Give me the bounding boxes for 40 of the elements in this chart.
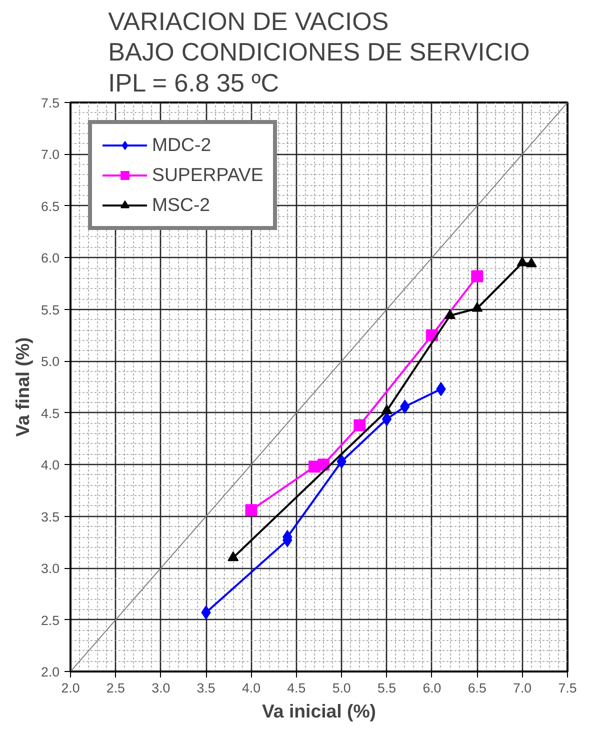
point: [354, 419, 366, 432]
x-axis-title: Va inicial (%): [262, 700, 376, 722]
y-tick-label: 7.0: [40, 147, 60, 162]
y-tick-label: 4.5: [40, 406, 60, 421]
x-tick-label: 6.0: [422, 680, 442, 696]
legend-label: MDC-2: [152, 134, 212, 156]
y-tick-label: 7.5: [40, 96, 60, 110]
legend-label: MSC-2: [152, 194, 210, 216]
y-tick-label: 5.5: [40, 302, 60, 318]
point: [245, 504, 258, 516]
point: [318, 458, 330, 471]
point: [382, 412, 392, 426]
point: [526, 258, 537, 268]
x-tick-label: 7.5: [558, 680, 577, 696]
y-axis-title: Va final (%): [12, 337, 33, 437]
x-tick-label: 7.0: [513, 680, 532, 696]
x-tick-label: 3.0: [152, 680, 170, 696]
legend-label: SUPERPAVE: [152, 164, 264, 186]
x-tick-label: 2.0: [61, 680, 80, 696]
y-tick-label: 6.0: [40, 250, 60, 266]
x-tick-label: 4.0: [242, 680, 260, 696]
point: [516, 256, 528, 266]
y-tick-label: 3.5: [40, 509, 60, 524]
y-tick-label: 3.0: [40, 561, 60, 576]
x-tick-label: 2.5: [106, 680, 125, 696]
x-tick-label: 6.5: [468, 680, 486, 696]
y-tick-label: 2.5: [40, 612, 60, 628]
y-tick-label: 4.0: [40, 458, 60, 473]
point: [444, 309, 456, 320]
y-tick-label: 6.5: [40, 198, 60, 214]
x-tick-label: 5.5: [378, 680, 396, 696]
point: [471, 270, 484, 282]
y-tick-label: 2.0: [40, 664, 60, 680]
x-tick-label: 5.0: [332, 680, 351, 696]
chart-title: VARIACION DE VACIOS BAJO CONDICIONES DE SERVICIO IPL = 6.8 35 ºC: [108, 8, 530, 98]
point: [381, 404, 392, 414]
point: [472, 302, 483, 312]
y-tick-label: 5.0: [40, 354, 60, 370]
x-tick-label: 4.5: [287, 680, 306, 696]
x-tick-label: 3.5: [196, 680, 216, 696]
